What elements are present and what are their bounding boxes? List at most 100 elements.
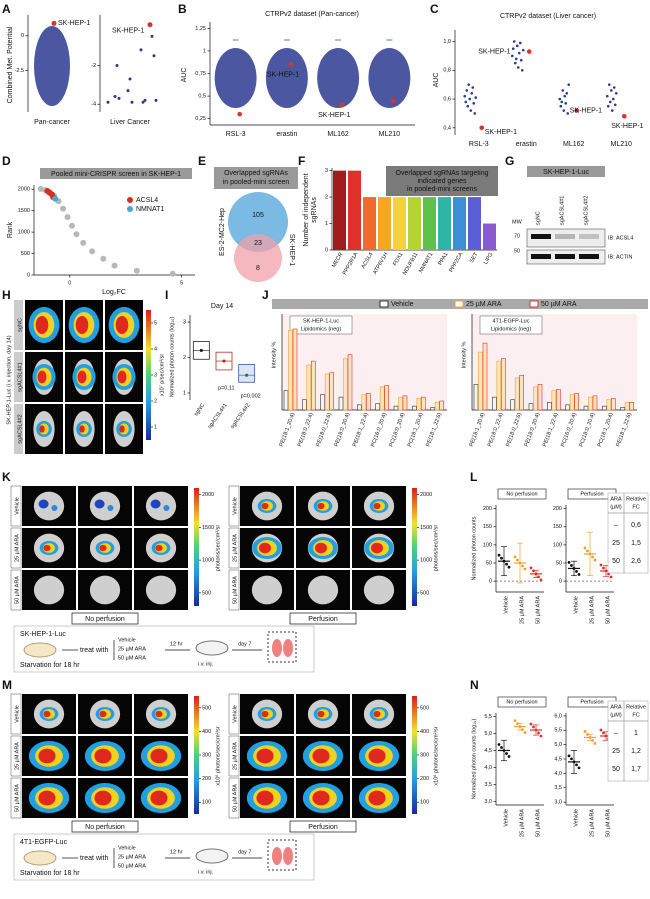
row-label-box <box>228 485 240 527</box>
label: photons/sec/cm²/sr <box>433 525 439 572</box>
row-label-box <box>228 527 240 569</box>
point <box>591 739 594 742</box>
point <box>537 731 540 735</box>
label: x10⁷ p/sec/cm²/sr <box>158 354 165 397</box>
point <box>513 555 517 559</box>
bar <box>343 358 348 411</box>
bar <box>478 351 483 411</box>
x-tick-label: PE(18:0_20:4) <box>524 412 542 448</box>
point <box>139 48 143 52</box>
point <box>500 746 503 749</box>
point <box>602 566 605 570</box>
bar <box>551 390 557 411</box>
point <box>575 763 578 767</box>
panel-letter: E <box>198 154 206 168</box>
bar <box>430 407 435 411</box>
label: 1 <box>634 730 638 737</box>
row-label-box <box>14 300 23 350</box>
y-tick-label: 0 <box>21 33 24 39</box>
condition-box <box>71 612 139 625</box>
y-tick-label: 0 <box>559 579 562 585</box>
colorbar <box>194 488 199 606</box>
signal <box>373 502 381 510</box>
signal <box>373 710 381 718</box>
x-tick-label: ATP6V1H <box>372 252 389 276</box>
y-tick-label: 0,25 <box>195 116 206 122</box>
label: SK-HEP-1 <box>478 48 510 55</box>
point <box>473 112 477 115</box>
label: ES-2-MC2-Hep <box>219 208 226 256</box>
signal <box>37 370 47 384</box>
y-tick-label: 3,5 <box>484 782 492 788</box>
point <box>521 728 524 732</box>
label: ARA <box>610 704 622 710</box>
point <box>507 755 511 758</box>
panel-letter: F <box>298 154 305 168</box>
highlight-point <box>479 125 485 131</box>
label: – <box>614 522 618 529</box>
y-tick-label: 2 <box>183 355 186 361</box>
point <box>514 57 518 61</box>
colorbar-label: 2000 <box>420 492 432 498</box>
x-tick-label: ML210 <box>379 131 401 138</box>
label: in pooled-mini screen <box>223 179 290 186</box>
point <box>464 100 468 104</box>
label: Number of independent <box>303 173 310 246</box>
bar <box>378 197 391 250</box>
x-tick-label: PE(18:1_20:4) <box>279 412 297 448</box>
bar <box>324 373 330 411</box>
condition-box <box>289 612 357 625</box>
point <box>80 239 87 246</box>
y-tick-label: 50 <box>486 560 492 566</box>
point <box>463 94 467 98</box>
bar <box>592 395 598 411</box>
bar <box>283 390 289 411</box>
point <box>152 54 156 58</box>
panel-letter: K <box>2 470 11 484</box>
x-tick-label: PE(18:0_22:4) <box>487 412 505 448</box>
label: Perfusion <box>308 824 338 831</box>
highlight-point <box>147 22 153 28</box>
row-label-box <box>10 777 22 819</box>
point <box>562 109 566 112</box>
label: 25 <box>612 540 620 547</box>
signal <box>94 748 112 764</box>
signal <box>119 425 125 433</box>
y-tick-label: 3 <box>183 320 186 326</box>
point <box>126 89 130 93</box>
mouse <box>195 848 229 864</box>
colorbar-label: 500 <box>202 705 211 711</box>
label: 0,6 <box>631 522 641 529</box>
bar <box>320 394 325 411</box>
point <box>513 61 517 65</box>
x-tick-label: Vehicle <box>503 596 509 614</box>
condition-box <box>71 820 139 833</box>
point <box>130 100 134 104</box>
bar <box>361 394 367 411</box>
y-tick-label: 0,4 <box>443 125 451 131</box>
bar <box>483 223 496 250</box>
point <box>521 564 524 568</box>
bar <box>510 399 515 411</box>
row-label-box <box>10 485 22 527</box>
x-tick-label: Vehicle <box>503 809 509 827</box>
row-label-box <box>10 693 22 735</box>
colorbar-label: 200 <box>420 776 429 782</box>
y-tick-label: 1000 <box>18 230 30 236</box>
y-tick-label: 5,5 <box>484 714 492 720</box>
point <box>567 83 571 86</box>
point <box>577 573 581 576</box>
label: IB: ACTIN <box>608 254 632 260</box>
point <box>470 91 474 95</box>
bar <box>329 372 334 411</box>
signal <box>117 370 127 384</box>
bar <box>306 364 312 411</box>
y-tick-label: 5,0 <box>554 742 562 748</box>
x-tick-label: Vehicle <box>573 596 579 614</box>
label: SK-HEP-1 <box>58 20 90 27</box>
bar <box>574 392 579 411</box>
mouse <box>195 640 229 656</box>
y-tick-label: 3,5 <box>554 785 562 791</box>
signal <box>261 502 269 510</box>
point <box>534 572 538 576</box>
